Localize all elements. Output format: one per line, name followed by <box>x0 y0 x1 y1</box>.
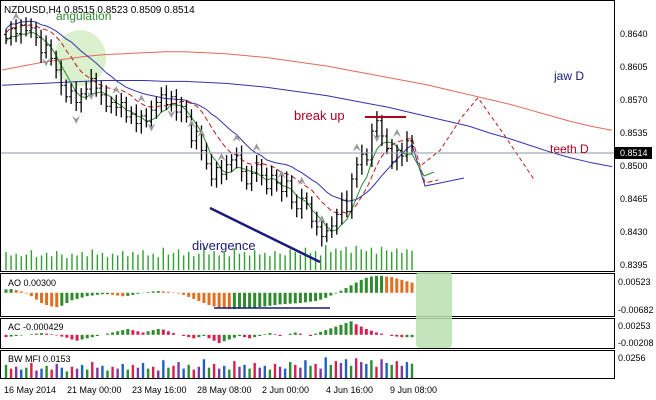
label-jaw: jaw D <box>553 69 584 83</box>
current-price-badge <box>615 147 652 159</box>
annotation-break-up: break up <box>294 108 345 123</box>
fractal-up-icon <box>112 85 121 94</box>
current-price-label: 0.8514 <box>620 148 648 158</box>
y-tick: 0.8395 <box>620 260 648 270</box>
mfi-panel-frame <box>0 350 615 379</box>
blue-ma <box>5 20 465 202</box>
angulation-highlight <box>54 30 106 86</box>
price-panel-frame <box>0 0 615 272</box>
mfi-y-max: 0.0256 <box>618 353 646 363</box>
x-axis: 16 May 2014 21 May 00:00 23 May 16:00 28… <box>4 385 437 395</box>
label-teeth: teeth D <box>550 142 589 156</box>
volume-bars <box>5 245 413 270</box>
fractal-down-icon <box>167 110 176 119</box>
y-tick: 0.8430 <box>620 227 648 237</box>
x-tick: 4 Jun 16:00 <box>326 385 373 395</box>
price-bars <box>4 17 414 247</box>
fractal-down-icon <box>147 123 156 132</box>
fractal-up-icon <box>392 129 401 138</box>
ac-panel-frame <box>0 318 615 349</box>
fractal-up-icon <box>137 94 146 103</box>
price-y-axis: 0.8640 0.8605 0.8570 0.8535 0.8500 0.846… <box>620 29 648 270</box>
projection-path <box>421 96 536 182</box>
fractal-up-icon <box>197 129 206 138</box>
fractal-up-icon <box>352 143 361 152</box>
fractal-down-icon <box>372 134 381 142</box>
ac-y-min: -0.00208 <box>618 338 654 348</box>
y-tick: 0.8465 <box>620 194 648 204</box>
y-tick: 0.8640 <box>620 29 648 39</box>
ao-panel-frame <box>0 273 615 317</box>
fractal-up-icon <box>12 12 21 21</box>
ao-label: AO 0.00300 <box>8 278 56 288</box>
fractal-up-icon <box>232 133 241 142</box>
symbol-header: NZDUSD,H4 0.8515 0.8523 0.8509 0.8514 <box>4 5 195 16</box>
fractal-up-icon <box>252 143 261 152</box>
divergence-line <box>209 206 321 264</box>
x-tick: 23 May 16:00 <box>132 385 187 395</box>
fractal-down-icon <box>87 91 96 100</box>
x-tick: 2 Jun 00:00 <box>262 385 309 395</box>
teeth-line-path <box>1 51 613 131</box>
fractal-down-icon <box>42 58 51 67</box>
fractal-down-icon <box>72 115 81 124</box>
price-projection <box>421 96 536 182</box>
teeth-line <box>1 51 613 131</box>
y-tick: 0.8500 <box>620 161 648 171</box>
x-tick: 28 May 08:00 <box>197 385 252 395</box>
y-tick: 0.8605 <box>620 62 648 72</box>
ao-y-min: -0.00682 <box>618 305 654 315</box>
ao-y-max: 0.00523 <box>618 277 651 287</box>
y-tick: 0.8570 <box>620 95 648 105</box>
ac-label: AC -0.000429 <box>8 322 64 332</box>
fractal-arrows <box>12 12 401 224</box>
fractal-up-icon <box>217 152 226 161</box>
ao-bars <box>4 275 414 310</box>
red-dashed-ma <box>5 24 439 214</box>
mfi-label: BW MFI 0.0153 <box>8 354 71 364</box>
fractal-up-icon <box>297 176 306 185</box>
highlight-box <box>416 272 452 348</box>
annotation-divergence: divergence <box>192 238 256 253</box>
jaw-line-path <box>1 80 613 168</box>
x-tick: 16 May 2014 <box>4 385 56 395</box>
ac-y-max: 0.00253 <box>618 321 651 331</box>
ac-bars <box>4 321 414 344</box>
mfi-bars <box>4 357 414 378</box>
x-tick: 9 Jun 08:00 <box>390 385 437 395</box>
fractal-up-icon <box>187 119 196 128</box>
fractal-up-icon <box>317 215 326 224</box>
jaw-line <box>1 80 613 168</box>
x-tick: 21 May 00:00 <box>67 385 122 395</box>
y-tick: 0.8535 <box>620 128 648 138</box>
annotation-angulation: angulation <box>56 9 111 23</box>
fractal-up-icon <box>277 170 286 179</box>
